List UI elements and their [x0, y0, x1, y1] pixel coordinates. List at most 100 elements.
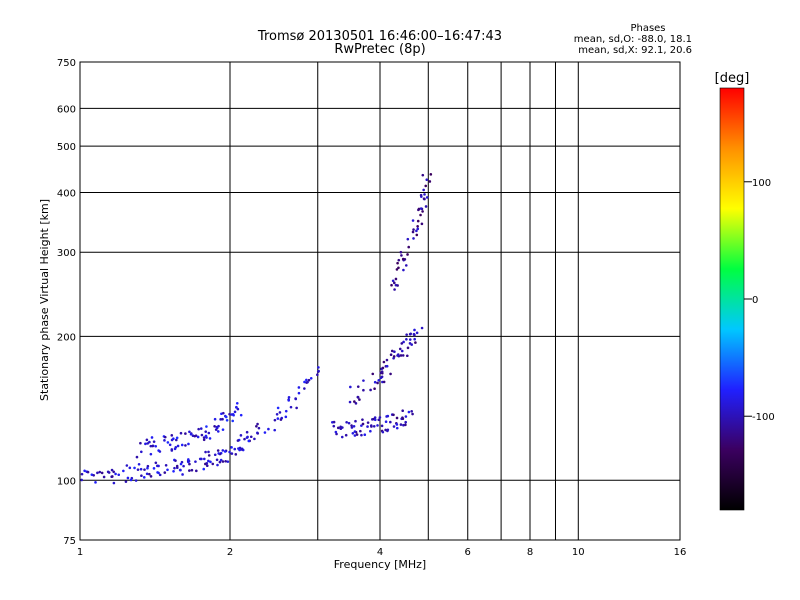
data-point: [356, 385, 360, 388]
data-point: [350, 424, 353, 427]
data-point: [194, 434, 198, 437]
data-point: [411, 219, 415, 222]
data-point: [386, 429, 389, 433]
data-point: [316, 373, 319, 376]
data-point: [228, 412, 231, 416]
data-point: [158, 450, 162, 453]
data-point: [207, 454, 211, 457]
data-point: [287, 396, 291, 399]
y-tick-label: 75: [63, 536, 76, 547]
data-point: [204, 430, 208, 433]
data-point: [110, 468, 114, 472]
data-point: [390, 349, 394, 353]
data-point: [222, 411, 225, 415]
data-point: [234, 453, 238, 456]
data-point: [129, 478, 133, 482]
data-point: [349, 385, 352, 389]
data-point: [83, 469, 86, 473]
data-point: [419, 193, 423, 197]
data-point: [404, 415, 408, 418]
data-point: [289, 405, 293, 409]
data-point: [395, 416, 399, 420]
data-point: [276, 406, 280, 410]
data-point: [287, 399, 291, 402]
data-point: [377, 418, 381, 422]
data-point: [219, 418, 222, 421]
data-point: [207, 459, 210, 463]
data-point: [235, 401, 239, 405]
data-point: [166, 468, 169, 472]
data-point: [380, 370, 384, 374]
data-point: [362, 388, 365, 392]
data-point: [191, 434, 195, 438]
data-point: [231, 419, 235, 423]
data-point: [347, 421, 351, 425]
data-point: [334, 430, 338, 434]
data-point: [137, 462, 141, 466]
colorbar-ticks: -100 0 100: [744, 178, 775, 423]
x-tick-label: 2: [227, 547, 233, 558]
data-point: [205, 464, 209, 468]
y-tick-label: 300: [57, 248, 76, 259]
data-point: [235, 405, 238, 409]
data-point: [236, 439, 240, 442]
data-point: [353, 430, 357, 433]
data-point: [424, 205, 428, 208]
data-point: [303, 387, 306, 390]
data-point: [366, 425, 369, 428]
data-point: [128, 466, 132, 470]
data-point: [393, 288, 396, 291]
data-point: [363, 433, 367, 437]
y-tick-label: 750: [57, 58, 76, 69]
x-tick-label: 1: [77, 547, 83, 558]
data-point: [405, 354, 409, 358]
data-point: [238, 446, 242, 450]
data-point: [399, 423, 403, 426]
data-point: [233, 410, 237, 414]
data-point: [372, 424, 376, 428]
data-point: [404, 420, 407, 424]
data-point: [389, 420, 392, 424]
data-point: [133, 466, 136, 470]
data-point: [393, 350, 396, 354]
data-point: [239, 434, 243, 437]
data-point: [124, 480, 128, 483]
y-tick-label: 400: [57, 188, 76, 199]
grid: [79, 61, 681, 541]
phase-legend-line-o: mean, sd,O: -88.0, 18.1: [574, 34, 692, 45]
data-point: [134, 479, 138, 482]
data-point: [112, 481, 116, 485]
data-point: [173, 447, 177, 451]
data-point: [263, 431, 267, 434]
data-point: [402, 423, 405, 427]
y-tick-label: 100: [57, 476, 76, 487]
data-point: [366, 421, 370, 424]
data-point: [172, 437, 175, 441]
data-point: [216, 463, 219, 467]
data-point: [402, 268, 405, 272]
data-point: [392, 413, 395, 417]
data-point: [416, 227, 420, 231]
data-point: [202, 467, 206, 471]
data-point: [412, 237, 415, 240]
data-point: [96, 471, 99, 475]
data-point: [415, 229, 418, 233]
data-point: [428, 180, 432, 183]
x-tick-label: 8: [527, 547, 533, 558]
data-point: [400, 342, 404, 345]
data-point: [175, 464, 179, 468]
data-point: [179, 462, 183, 466]
data-point: [148, 472, 151, 476]
data-point: [411, 230, 415, 234]
data-point: [396, 261, 399, 265]
data-point: [151, 444, 154, 448]
data-point: [369, 429, 372, 433]
x-tick-label: 10: [572, 547, 585, 558]
data-point: [381, 430, 385, 434]
data-point: [257, 426, 261, 430]
data-point: [166, 441, 170, 444]
data-point: [398, 347, 402, 351]
data-point: [317, 369, 320, 373]
data-point: [385, 415, 388, 418]
